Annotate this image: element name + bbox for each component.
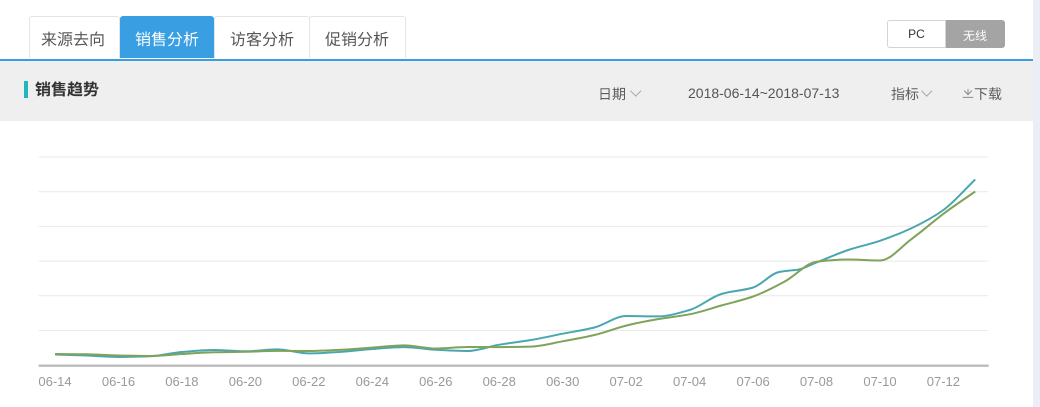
svg-text:06-16: 06-16 [102, 374, 135, 389]
svg-text:06-30: 06-30 [546, 374, 579, 389]
svg-text:07-04: 07-04 [673, 374, 706, 389]
svg-text:07-10: 07-10 [863, 374, 896, 389]
svg-text:06-18: 06-18 [165, 374, 198, 389]
svg-text:06-20: 06-20 [229, 374, 262, 389]
svg-text:07-08: 07-08 [800, 374, 833, 389]
svg-text:06-28: 06-28 [483, 374, 516, 389]
svg-text:07-06: 07-06 [736, 374, 769, 389]
svg-text:06-26: 06-26 [419, 374, 452, 389]
svg-text:06-14: 06-14 [38, 374, 71, 389]
svg-text:07-12: 07-12 [927, 374, 960, 389]
svg-text:07-02: 07-02 [609, 374, 642, 389]
svg-text:06-22: 06-22 [292, 374, 325, 389]
svg-text:06-24: 06-24 [356, 374, 389, 389]
